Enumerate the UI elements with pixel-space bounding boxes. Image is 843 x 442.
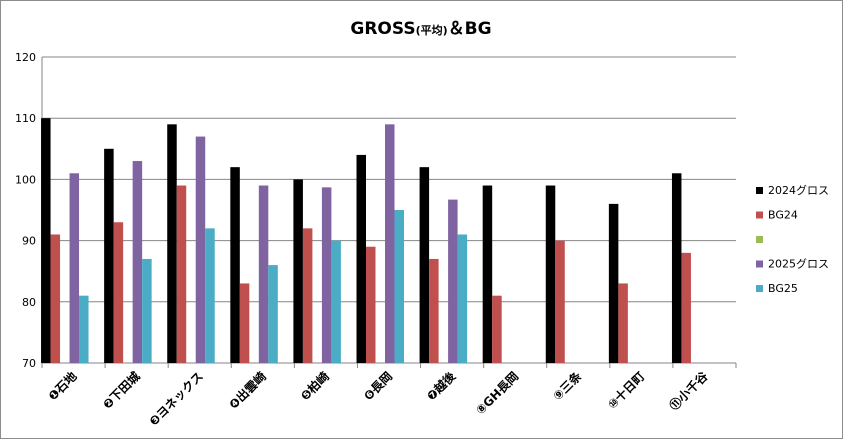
x-tick-labels: ❶石地 ❷下田城 ❸ヨネックス ❹出雲崎 ❺柏崎 ❻長岡 ❼越後 ⑧GH長岡 ⑨三条 ⑩十日町 ⑪小… [45, 368, 711, 429]
bar-BG24 [302, 228, 313, 363]
bar-2024グロス [608, 203, 619, 363]
bar-BG24 [239, 283, 250, 363]
x-tick-label: ❷下田城 [100, 369, 143, 412]
bar-BG24 [492, 295, 502, 363]
bar-BG24 [555, 240, 565, 363]
x-tick-label: ⑩十日町 [604, 369, 647, 412]
x-tick-label: ⑨三条 [550, 368, 585, 403]
bar-2025グロス [195, 136, 206, 363]
bar-2025グロス [132, 161, 143, 363]
bar-2025グロス [385, 124, 395, 363]
bar-2025グロス [321, 187, 332, 363]
bar-BG24 [618, 283, 628, 363]
chart-title: GROSS(平均)＆BG [350, 19, 491, 39]
y-tick-label: 120 [15, 51, 36, 64]
bar-2024グロス [419, 167, 430, 363]
y-tick-label: 100 [15, 173, 36, 186]
legend-swatch [756, 236, 763, 243]
bar-BG25 [394, 210, 404, 363]
x-tick-label: ⑪小千谷 [666, 368, 711, 413]
legend-label: BG25 [768, 282, 798, 295]
bar-2024グロス [482, 185, 493, 363]
bar-BG24 [113, 222, 124, 363]
x-tick-label: ❸ヨネックス [147, 369, 206, 428]
bar-BG25 [457, 234, 468, 363]
legend-label: 2024グロス [768, 183, 829, 197]
y-tick-label: 110 [15, 112, 36, 125]
x-tick-label: ❻長岡 [360, 369, 395, 404]
bar-2024グロス [104, 148, 114, 363]
bar-2024グロス [167, 124, 177, 363]
bar-BG24 [50, 234, 61, 363]
bar-2024グロス [671, 173, 682, 363]
chart-title-tail: ＆BG [448, 19, 492, 39]
bar-BG25 [268, 265, 278, 363]
bar-2025グロス [69, 173, 80, 363]
x-tick-label: ❶石地 [45, 369, 80, 404]
bar-BG25 [142, 258, 152, 363]
legend-label: BG24 [768, 209, 798, 222]
legend-swatch [756, 187, 763, 194]
bar-BG25 [331, 240, 341, 363]
bar-BG25 [205, 228, 215, 363]
legend-swatch [756, 211, 763, 219]
bar-2024グロス [41, 118, 51, 363]
bar-BG24 [366, 246, 376, 363]
legend-swatch [756, 285, 763, 292]
bar-BG25 [79, 295, 89, 363]
bar-BG24 [429, 258, 439, 363]
y-tick-label: 80 [22, 296, 36, 309]
x-tick-label: ❼越後 [423, 368, 458, 403]
bar-2024グロス [230, 167, 240, 363]
y-tick-label: 90 [22, 235, 36, 248]
legend: 2024グロス BG24 2025グロス BG25 [756, 183, 829, 295]
chart-title-main: GROSS [350, 19, 415, 39]
bars [41, 118, 691, 363]
x-tick-label: ❹出雲崎 [226, 369, 269, 412]
bar-2025グロス [258, 185, 269, 363]
legend-label: 2025グロス [768, 257, 829, 271]
y-tick-label: 70 [22, 357, 36, 370]
bar-BG24 [176, 185, 187, 363]
bar-2025グロス [448, 199, 458, 363]
x-tick-label: ⑧GH長岡 [472, 369, 521, 418]
bar-2024グロス [545, 185, 556, 363]
bar-BG24 [681, 252, 691, 363]
bar-2024グロス [293, 179, 303, 363]
bar-2024グロス [356, 154, 366, 363]
x-tick-label: ❺柏崎 [297, 369, 332, 404]
chart-title-suffix: (平均) [416, 23, 448, 37]
legend-swatch [756, 260, 763, 268]
